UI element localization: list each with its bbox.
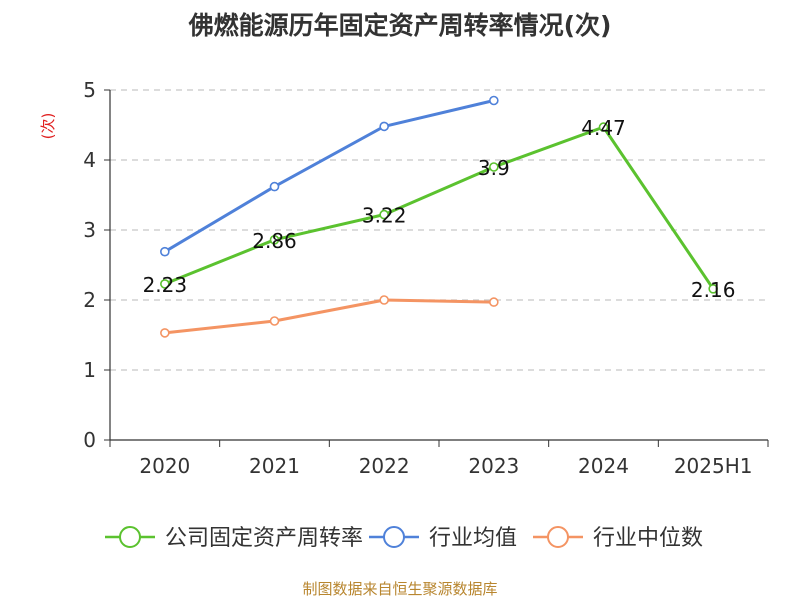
data-point [269,235,280,245]
legend: 公司固定资产周转率 行业均值 行业中位数 [105,526,703,551]
axes: 0 1 2 3 4 5 (次) 2020 2021 2022 2023 2024 2025H1 [39,78,769,478]
y-tick-label: 5 [83,78,96,102]
data-point [160,246,170,257]
legend-label: 行业中位数 [593,526,703,551]
y-tick-label: 3 [83,218,96,242]
data-label: 3.22 [362,204,407,228]
data-label: 2.16 [691,278,736,302]
legend-marker [119,526,141,548]
legend-item: 行业中位数 [533,526,703,551]
data-label: 2.86 [252,229,297,253]
y-tick-label: 0 [83,428,96,452]
series-line [164,298,494,335]
data-point [598,122,609,132]
data-point [379,121,389,132]
data-point [489,162,499,172]
data-point [160,279,170,289]
legend-label: 行业均值 [429,526,517,551]
data-point [708,283,718,294]
data-point [160,328,170,338]
y-tick-label: 1 [83,358,96,382]
x-tick-label: 2022 [359,454,410,478]
y-axis-title: (次) [39,113,57,140]
data-point [379,209,389,220]
data-point [269,316,280,326]
source-note: 制图数据来自恒生聚源数据库 [302,580,498,598]
legend-marker [547,526,569,548]
x-tick-label: 2025H1 [674,454,753,478]
data-point [269,181,280,192]
x-tick-label: 2023 [468,454,519,478]
y-tick-label: 4 [83,148,96,172]
data-point [489,297,499,307]
data-labels: 2.23 2.86 3.22 3.9 4.47 2.16 [143,116,736,302]
data-point [489,95,499,106]
series-line [164,99,495,253]
data-point [379,295,389,305]
chart-title: 佛燃能源历年固定资产周转率情况(次) [188,11,612,40]
legend-label: 公司固定资产周转率 [165,526,363,551]
data-label: 2.23 [143,273,188,297]
x-tick-label: 2021 [249,454,300,478]
x-tick-label: 2024 [578,454,629,478]
legend-item: 行业均值 [369,526,517,551]
y-tick-label: 2 [83,288,96,312]
legend-item: 公司固定资产周转率 [105,526,363,551]
data-label: 4.47 [581,116,626,140]
legend-marker [383,526,405,548]
x-tick-label: 2020 [139,454,190,478]
data-label: 3.9 [478,156,510,180]
series-lines [160,95,718,338]
series-line [164,125,715,290]
